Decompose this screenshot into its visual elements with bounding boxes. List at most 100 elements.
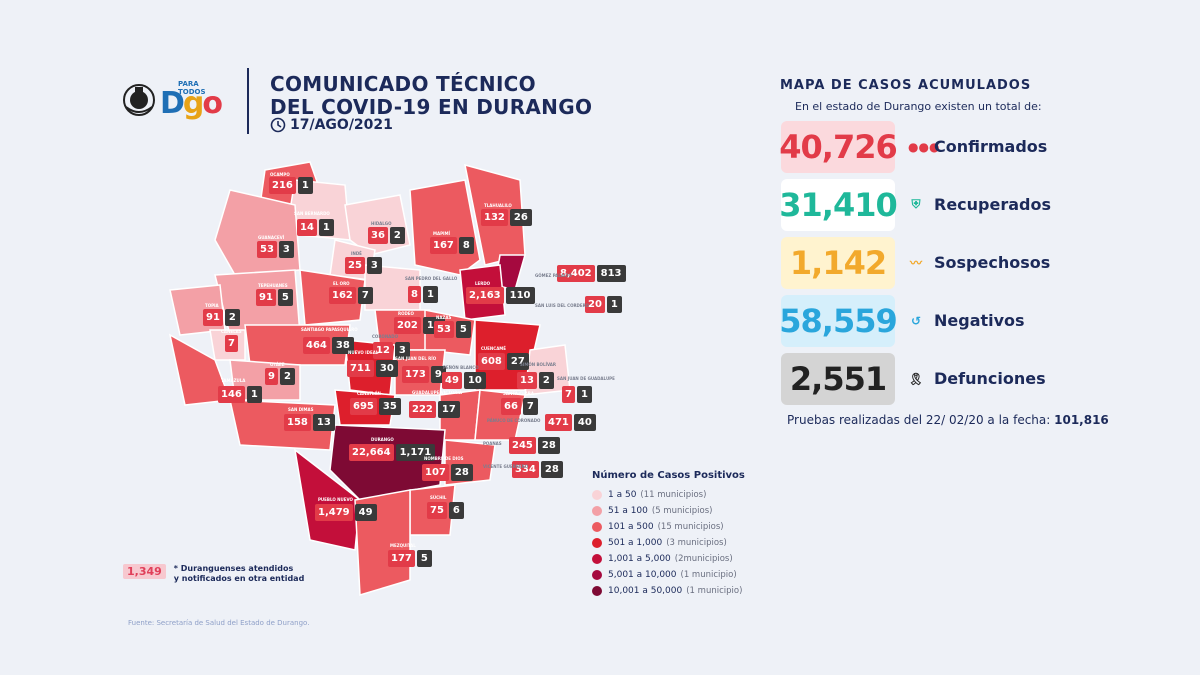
- municipality-name: OTÁEZ: [270, 362, 285, 367]
- stat-label-text: Sospechosos: [934, 253, 1051, 272]
- municipality-name: RODEO: [398, 311, 414, 316]
- legend-count: (3 municipios): [666, 538, 727, 548]
- municipality-name: SAN BERNARDO: [294, 211, 330, 216]
- municipality-name: CANATLÁN: [357, 391, 381, 396]
- municipality-name: NUEVO IDEAL: [348, 350, 379, 355]
- municipality-name: PÁNUCO DE CORONADO: [487, 418, 541, 423]
- municipality-name: PUEBLO NUEVO: [318, 497, 353, 502]
- legend-range: 101 a 500: [608, 522, 654, 532]
- municipality-pill: 471 40: [545, 414, 596, 431]
- tests-performed: Pruebas realizadas del 22/ 02/20 a la fe…: [787, 413, 1109, 427]
- legend-item: 1 a 50 (11 municipios): [592, 487, 762, 503]
- legend-count: (5 municipios): [651, 506, 713, 516]
- legend-item: 101 a 500 (15 municipios): [592, 519, 762, 535]
- legend-swatch: [592, 538, 602, 548]
- municipality-name: SAN LUIS DEL CORDERO: [535, 303, 590, 308]
- municipality-name: DURANGO: [371, 437, 394, 442]
- legend-count: (1 municipio): [686, 586, 743, 596]
- municipality-pill: 8,402 813: [557, 265, 626, 282]
- header-divider: [247, 68, 249, 134]
- brand-tagline: PARA TODOS: [178, 80, 206, 96]
- municipality-pill: 711 30: [347, 360, 398, 377]
- municipality-name: SAN PEDRO DEL GALLO: [405, 276, 458, 281]
- municipality-name: NOMBRE DE DIOS: [424, 456, 464, 461]
- municipality-name: NAZAS: [436, 315, 452, 320]
- legend-count: (2municipios): [674, 554, 733, 564]
- stat-label-text: Defunciones: [934, 369, 1046, 388]
- municipality-pill: 53 3: [257, 241, 294, 258]
- report-date: 17/AGO/2021: [290, 117, 393, 133]
- municipality-name: SANTIAGO PAPASQUIARO: [301, 327, 358, 332]
- municipality-pill: 173 9: [402, 366, 446, 383]
- legend-swatch: [592, 554, 602, 564]
- stat-label-text: Recuperados: [934, 195, 1052, 214]
- source-note: Fuente: Secretaría de Salud del Estado d…: [128, 619, 310, 627]
- municipality-pill: 334 28: [512, 461, 563, 478]
- municipality-name: GUANACEVÍ: [258, 235, 285, 240]
- page-title-line1: COMUNICADO TÉCNICO: [270, 72, 536, 96]
- municipality-pill: 91 5: [256, 289, 293, 306]
- municipality-pill: 245 28: [509, 437, 560, 454]
- municipality-pill: 146 1: [218, 386, 262, 403]
- municipality-name: TLAHUALILO: [484, 203, 512, 208]
- people-icon: ●●●: [908, 139, 940, 154]
- shield-check-icon: ⛨: [911, 197, 921, 211]
- municipality-pill: 222 17: [409, 401, 460, 418]
- legend-item: 5,001 a 10,000 (1 municipio): [592, 567, 762, 583]
- municipality-name: EL ORO: [333, 281, 350, 286]
- legend-range: 51 a 100: [608, 506, 648, 516]
- stat-label-recuperados: ⛨ Recuperados: [908, 195, 1051, 214]
- municipality-pill: 12 3: [373, 342, 410, 359]
- region-pueblo-nuevo: [293, 448, 361, 551]
- stat-label-sospechosos: 〰 Sospechosos: [908, 253, 1050, 272]
- municipality-name: SIMÓN BOLÍVAR: [520, 362, 556, 367]
- municipality-pill: 75 6: [427, 502, 464, 519]
- legend-range: 501 a 1,000: [608, 538, 663, 548]
- municipality-pill: 132 26: [481, 209, 532, 226]
- stat-value-recuperados: 31,410: [779, 179, 898, 231]
- outside-note-line2: y notificados en otra entidad: [173, 574, 305, 583]
- municipality-pill: 91 2: [203, 309, 240, 326]
- municipality-name: INDÉ: [351, 251, 362, 256]
- municipality-name: OCAMPO: [270, 172, 290, 177]
- pulse-icon: 〰: [909, 256, 922, 270]
- dgo-brand-logo: PARA TODOS Dgo: [160, 80, 224, 126]
- legend-range: 1 a 50: [608, 490, 637, 500]
- municipality-pill: 464 38: [303, 337, 354, 354]
- legend-swatch: [592, 570, 602, 580]
- page-title-line2: DEL COVID-19 EN DURANGO: [270, 95, 593, 119]
- state-seal-logo: [122, 83, 156, 117]
- municipality-name: TAMAZULA: [221, 378, 246, 383]
- municipality-name: SANTA CLARA: [503, 391, 534, 396]
- legend-swatch: [592, 506, 602, 516]
- municipality-name: HIDALGO: [371, 221, 392, 226]
- legend-item: 10,001 a 50,000 (1 municipio): [592, 583, 762, 599]
- stat-label-text: Confirmados: [934, 137, 1048, 156]
- municipality-pill: 158 13: [284, 414, 335, 431]
- municipality-pill: 107 28: [422, 464, 473, 481]
- municipality-pill: 13 2: [517, 372, 554, 389]
- municipality-pill: 177 5: [388, 550, 432, 567]
- municipality-pill: 2,163 110: [466, 287, 535, 304]
- region-mapimi: [409, 179, 481, 276]
- municipality-name: LERDO: [475, 281, 491, 286]
- region-santiago-papasquiaro: [244, 324, 351, 366]
- municipality-name: SAN DIMAS: [288, 407, 314, 412]
- municipality-pill: 167 8: [430, 237, 474, 254]
- swirl-icon: ↺: [910, 313, 922, 328]
- date-row: 17/AGO/2021: [270, 117, 393, 133]
- municipality-name: GÓMEZ PALACIO: [535, 273, 572, 278]
- municipality-name: CORONADO: [372, 334, 398, 339]
- municipality-name: TOPIA: [205, 303, 219, 308]
- legend-swatch: [592, 522, 602, 532]
- municipality-pill: 36 2: [368, 227, 405, 244]
- legend-range: 1,001 a 5,000: [608, 554, 671, 564]
- stat-value-defunciones: 2,551: [781, 353, 895, 405]
- legend-item: 501 a 1,000 (3 municipios): [592, 535, 762, 551]
- municipality-pill: 25 3: [345, 257, 382, 274]
- municipality-pill-durango: 22,664 1,171: [349, 444, 436, 461]
- municipality-pill: 53 5: [434, 321, 471, 338]
- outside-note-line1: * Duranguenses atendidos: [173, 564, 294, 573]
